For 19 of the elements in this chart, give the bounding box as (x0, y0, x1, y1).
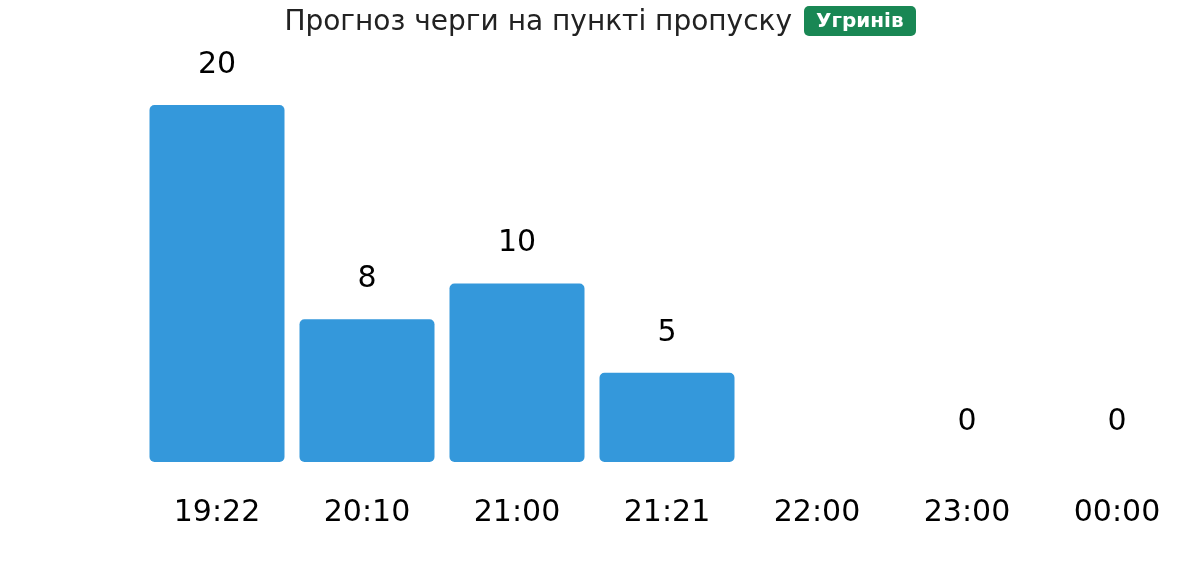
x-tick-label: 20:10 (323, 492, 411, 528)
x-tick-label: 22:00 (773, 492, 861, 528)
data-label: 0 (1107, 401, 1127, 437)
bar (449, 283, 585, 462)
x-tick-label: 00:00 (1073, 492, 1161, 528)
data-label: 5 (657, 312, 677, 348)
x-tick-label: 21:21 (623, 492, 711, 528)
x-tick-label: 21:00 (473, 492, 561, 528)
chart-title: Прогноз черги на пункті пропуску (284, 4, 793, 38)
bar (599, 372, 735, 462)
bar (149, 105, 285, 462)
data-label: 8 (357, 259, 377, 294)
x-tick-label: 23:00 (923, 492, 1011, 528)
data-label: 20 (197, 44, 237, 80)
x-tick-label: 19:22 (173, 492, 261, 528)
bar (299, 319, 435, 462)
data-label: 0 (957, 401, 977, 437)
chart-subtitle: Угринів (804, 6, 916, 36)
data-label: 10 (497, 223, 537, 259)
